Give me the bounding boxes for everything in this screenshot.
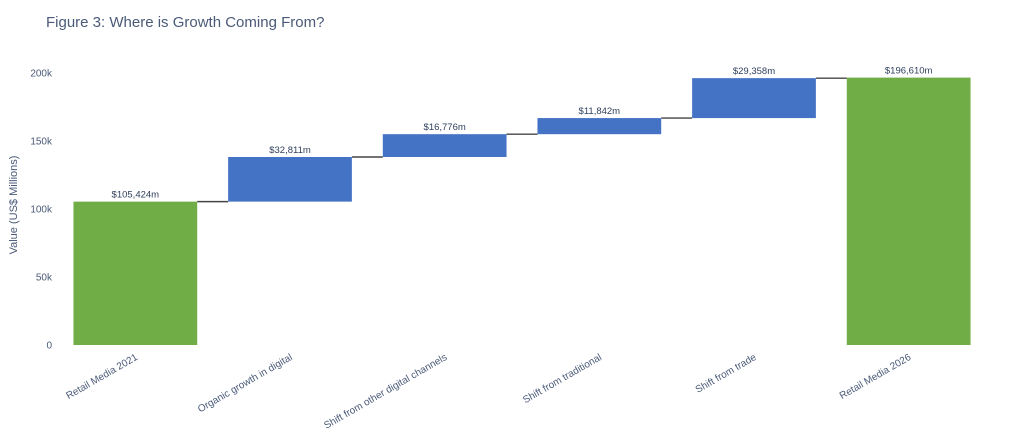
bar-1 <box>73 201 198 345</box>
bar-layer <box>73 77 971 345</box>
bar-5 <box>692 78 816 119</box>
bar-label-layer: $105,424m $32,811m $16,776m $11,842m $29,358… <box>112 66 933 201</box>
x-tick-label: Retail Media 2026 <box>838 352 914 402</box>
y-tick-label: 200k <box>30 69 53 80</box>
connector-layer <box>197 77 847 203</box>
x-tick-label: Shift from trade <box>694 352 759 396</box>
bar-value-label: $29,358m <box>733 66 775 77</box>
x-tick-label: Organic growth in digital <box>196 352 294 415</box>
y-tick-label: 150k <box>30 137 53 148</box>
bar-3 <box>382 134 507 158</box>
bar-2 <box>228 157 352 202</box>
bar-4 <box>537 118 662 135</box>
bar-value-label: $11,842m <box>579 106 621 117</box>
y-axis-ticks: 0 50k 100k 150k 200k <box>30 69 53 352</box>
bar-value-label: $32,811m <box>269 145 311 156</box>
x-tick-label: Retail Media 2021 <box>65 352 141 402</box>
y-tick-label: 50k <box>36 273 53 284</box>
chart-title: Figure 3: Where is Growth Coming From? <box>46 14 324 31</box>
x-tick-label: Shift from traditional <box>521 352 604 406</box>
y-axis-title: Value (US$ Millions) <box>8 156 20 255</box>
bar-6 <box>846 77 971 345</box>
y-tick-label: 100k <box>30 205 53 216</box>
x-tick-label: Shift from other digital channels <box>322 352 449 432</box>
y-tick-label: 0 <box>46 341 52 352</box>
x-axis-ticks: Retail Media 2021 Organic growth in digit… <box>65 352 914 432</box>
bar-value-label: $16,776m <box>424 122 466 133</box>
bar-value-label: $105,424m <box>112 190 160 201</box>
bar-value-label: $196,610m <box>885 66 933 77</box>
